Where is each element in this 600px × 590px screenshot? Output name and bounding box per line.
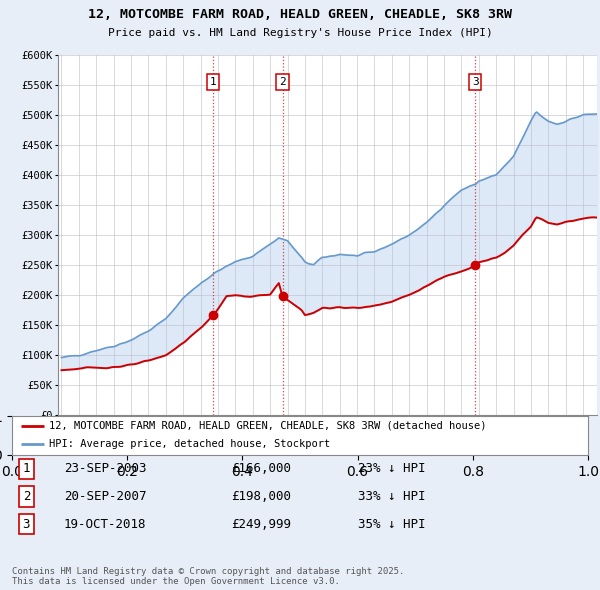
Text: £166,000: £166,000 <box>231 463 291 476</box>
Text: 23% ↓ HPI: 23% ↓ HPI <box>358 463 425 476</box>
Text: 1: 1 <box>23 463 30 476</box>
Text: Contains HM Land Registry data © Crown copyright and database right 2025.
This d: Contains HM Land Registry data © Crown c… <box>12 566 404 586</box>
Text: 33% ↓ HPI: 33% ↓ HPI <box>358 490 425 503</box>
Text: 12, MOTCOMBE FARM ROAD, HEALD GREEN, CHEADLE, SK8 3RW: 12, MOTCOMBE FARM ROAD, HEALD GREEN, CHE… <box>88 8 512 21</box>
Text: 2: 2 <box>23 490 30 503</box>
Text: 3: 3 <box>23 517 30 530</box>
Text: 35% ↓ HPI: 35% ↓ HPI <box>358 517 425 530</box>
Text: 12, MOTCOMBE FARM ROAD, HEALD GREEN, CHEADLE, SK8 3RW (detached house): 12, MOTCOMBE FARM ROAD, HEALD GREEN, CHE… <box>49 421 487 431</box>
Text: 20-SEP-2007: 20-SEP-2007 <box>64 490 146 503</box>
Text: 1: 1 <box>210 77 217 87</box>
Text: Price paid vs. HM Land Registry's House Price Index (HPI): Price paid vs. HM Land Registry's House … <box>107 28 493 38</box>
Text: HPI: Average price, detached house, Stockport: HPI: Average price, detached house, Stoc… <box>49 439 331 449</box>
Text: £249,999: £249,999 <box>231 517 291 530</box>
Text: 3: 3 <box>472 77 479 87</box>
Text: 2: 2 <box>279 77 286 87</box>
Text: £198,000: £198,000 <box>231 490 291 503</box>
Text: 19-OCT-2018: 19-OCT-2018 <box>64 517 146 530</box>
Text: 23-SEP-2003: 23-SEP-2003 <box>64 463 146 476</box>
